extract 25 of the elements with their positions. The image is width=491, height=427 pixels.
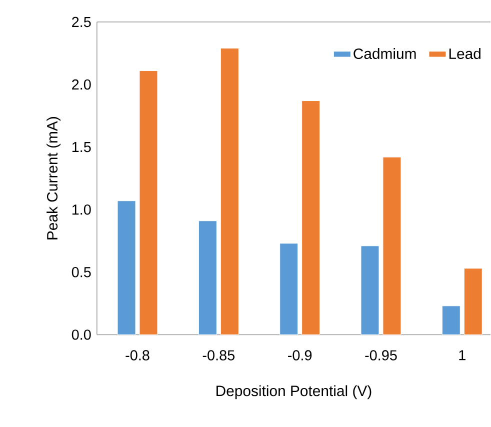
x-tick-label: -0.85 xyxy=(202,350,235,361)
y-tick-label: 0.5 xyxy=(72,267,91,278)
bar xyxy=(117,200,136,336)
y-tick-label: 1.5 xyxy=(72,142,91,152)
x-tick-label: -0.95 xyxy=(365,350,397,361)
bar xyxy=(464,268,482,336)
bar xyxy=(382,157,402,336)
bar xyxy=(302,100,320,336)
bar xyxy=(220,48,239,336)
bar xyxy=(280,243,298,336)
y-axis-title: Peak Current (mA) xyxy=(46,117,61,240)
y-tick-label: 2.5 xyxy=(72,17,91,28)
x-tick-label: 1 xyxy=(459,350,466,360)
legend-label: Lead xyxy=(449,48,480,60)
y-tick-label: 2.0 xyxy=(72,80,91,90)
bar xyxy=(139,70,158,336)
x-tick-label: -0.9 xyxy=(288,350,312,361)
bar xyxy=(360,246,380,336)
bar xyxy=(198,220,217,336)
y-tick-label: 1.0 xyxy=(72,204,91,215)
x-tick-label: -0.8 xyxy=(126,350,150,361)
y-tick-label: 0.0 xyxy=(72,330,91,340)
x-axis-title: Deposition Potential (V) xyxy=(216,385,372,400)
legend-label: Cadmium xyxy=(354,48,416,60)
bar xyxy=(442,306,460,336)
